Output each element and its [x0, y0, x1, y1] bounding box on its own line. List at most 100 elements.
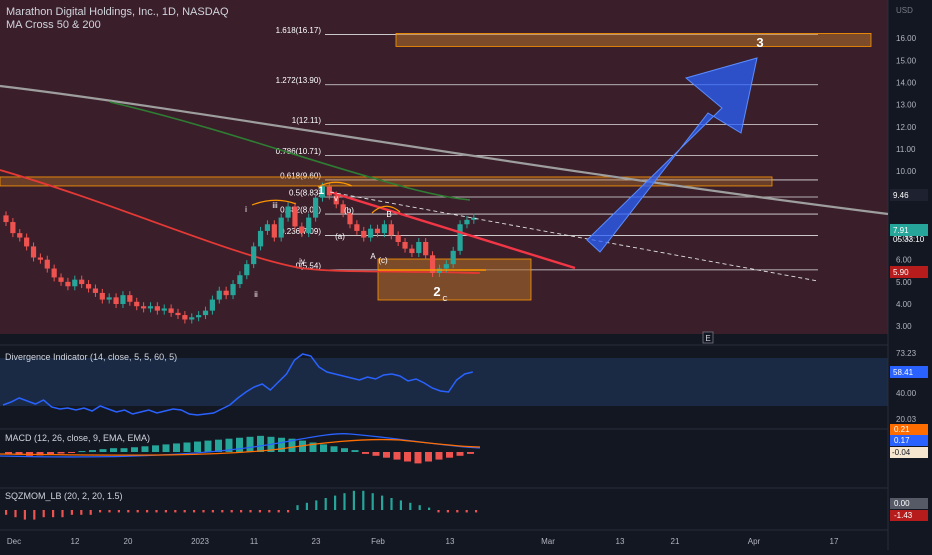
macd-bar[interactable]	[351, 450, 359, 452]
sqzmom-bar[interactable]	[174, 510, 177, 513]
sqzmom-bar[interactable]	[70, 510, 73, 515]
candle[interactable]	[24, 237, 30, 247]
candle[interactable]	[113, 297, 119, 304]
macd-bar[interactable]	[341, 448, 348, 452]
macd-bar[interactable]	[320, 444, 327, 452]
candle[interactable]	[134, 301, 140, 307]
candle[interactable]	[457, 224, 463, 251]
macd-bar[interactable]	[425, 452, 432, 462]
candle[interactable]	[402, 241, 408, 249]
sqzmom-bar[interactable]	[202, 510, 205, 513]
macd-bar[interactable]	[278, 437, 285, 452]
candle[interactable]	[17, 233, 23, 238]
candle[interactable]	[99, 292, 105, 300]
indicator-label[interactable]: MA Cross 50 & 200	[6, 19, 101, 31]
sqzmom-bar[interactable]	[5, 510, 8, 515]
sqzmom-bar[interactable]	[117, 510, 120, 513]
macd-bar[interactable]	[246, 436, 254, 452]
support-zone[interactable]	[377, 258, 532, 301]
candle[interactable]	[326, 186, 332, 196]
sqzmom-bar[interactable]	[418, 505, 421, 510]
sqzmom-bar[interactable]	[183, 510, 186, 513]
candle[interactable]	[409, 248, 415, 254]
candle[interactable]	[223, 290, 229, 296]
sqzmom-bar[interactable]	[296, 505, 299, 510]
candle[interactable]	[285, 206, 291, 218]
candle[interactable]	[264, 224, 271, 231]
macd-bar[interactable]	[435, 452, 443, 460]
macd-bar[interactable]	[309, 442, 317, 453]
candle[interactable]	[202, 310, 209, 316]
sqzmom-bar[interactable]	[409, 502, 412, 510]
macd-bar[interactable]	[414, 452, 422, 464]
candle[interactable]	[354, 224, 360, 231]
macd-bar[interactable]	[141, 446, 149, 452]
candle[interactable]	[44, 259, 50, 269]
candle[interactable]	[395, 235, 401, 242]
candle[interactable]	[230, 284, 236, 296]
target-zone[interactable]	[395, 33, 872, 47]
sqzmom-bar[interactable]	[155, 510, 158, 513]
candle[interactable]	[10, 222, 16, 234]
candle[interactable]	[361, 230, 367, 238]
macd-bar[interactable]	[89, 450, 96, 452]
divergence-line[interactable]	[2, 353, 473, 416]
candle[interactable]	[388, 224, 394, 236]
candle[interactable]	[237, 275, 243, 285]
sqzmom-bar[interactable]	[23, 510, 26, 520]
macd-bar[interactable]	[120, 448, 128, 452]
sqzmom-bar[interactable]	[381, 495, 384, 510]
sqzmom-bar[interactable]	[324, 498, 327, 510]
candle[interactable]	[436, 268, 443, 273]
sqzmom-bar[interactable]	[456, 510, 459, 513]
candle[interactable]	[196, 315, 202, 318]
candle[interactable]	[127, 295, 133, 302]
macd-bar[interactable]	[467, 452, 474, 454]
candle[interactable]	[471, 217, 477, 220]
sqzmom-bar[interactable]	[14, 510, 17, 518]
macd-bar[interactable]	[456, 452, 464, 456]
macd-bar[interactable]	[383, 452, 390, 458]
sqzmom-bar[interactable]	[287, 510, 290, 513]
candle[interactable]	[168, 308, 174, 313]
projection-arrow[interactable]	[586, 57, 758, 253]
candle[interactable]	[257, 230, 264, 247]
macd-bar[interactable]	[183, 442, 191, 453]
candle[interactable]	[189, 317, 195, 320]
dashed-trendline[interactable]	[329, 191, 819, 282]
candle[interactable]	[416, 241, 422, 254]
macd-bar[interactable]	[393, 452, 401, 460]
sqzmom-bar[interactable]	[343, 493, 346, 510]
macd-bar[interactable]	[225, 438, 233, 452]
candle[interactable]	[278, 217, 284, 238]
candle[interactable]	[51, 268, 57, 278]
macd-bar[interactable]	[330, 446, 338, 452]
macd-bar[interactable]	[236, 437, 243, 452]
candle[interactable]	[58, 277, 64, 282]
macd-bar[interactable]	[215, 439, 222, 452]
sqzmom-bar[interactable]	[221, 510, 224, 513]
macd-bar[interactable]	[131, 447, 138, 452]
events-marker[interactable]	[702, 331, 714, 344]
sqzmom-pane[interactable]	[0, 488, 888, 530]
candle[interactable]	[92, 288, 99, 293]
sqzmom-bar[interactable]	[371, 493, 374, 510]
candle[interactable]	[79, 279, 85, 285]
macd-bar[interactable]	[362, 452, 369, 454]
sqzmom-bar[interactable]	[230, 510, 233, 513]
candle[interactable]	[85, 284, 92, 289]
candle[interactable]	[319, 186, 326, 198]
sqzmom-bar[interactable]	[362, 490, 365, 510]
arc-drawing[interactable]	[371, 205, 401, 214]
macd-bar[interactable]	[446, 452, 453, 458]
sqzmom-bar[interactable]	[42, 510, 45, 518]
sqzmom-bar[interactable]	[61, 510, 64, 518]
macd-bar[interactable]	[110, 448, 117, 452]
candle[interactable]	[120, 295, 126, 304]
sqzmom-bar[interactable]	[399, 500, 402, 510]
sqzmom-bar[interactable]	[99, 510, 102, 513]
candle[interactable]	[251, 246, 257, 265]
candle[interactable]	[347, 213, 353, 225]
candle[interactable]	[72, 279, 78, 287]
sqzmom-bar[interactable]	[428, 507, 431, 510]
